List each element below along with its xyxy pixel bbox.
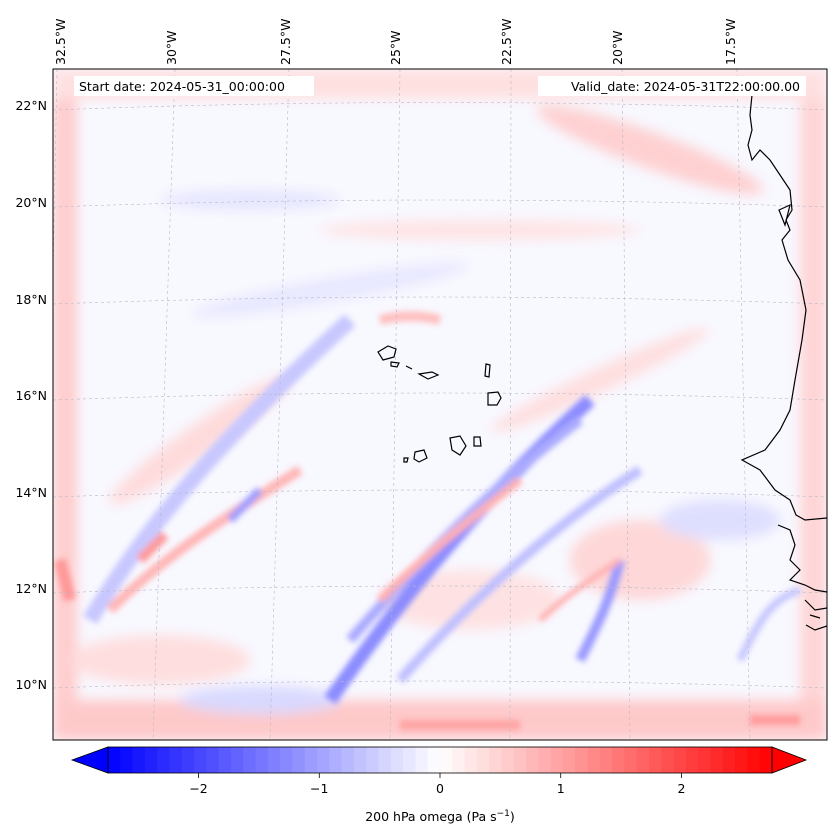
colorbar-cell (562, 747, 576, 773)
colorbar-cell (538, 747, 552, 773)
lat-label-20n: 20°N (15, 195, 47, 210)
lon-label-17-5w: 17.5°W (723, 19, 738, 65)
lat-label-14n: 14°N (15, 485, 47, 500)
colorbar-cell (218, 747, 232, 773)
colorbar-extend-high (771, 746, 808, 774)
colorbar-cell (513, 747, 527, 773)
colorbar-cell (440, 747, 453, 773)
gridlines (53, 69, 827, 740)
lat-label-22n: 22°N (15, 98, 47, 113)
colorbar-cell (403, 747, 417, 773)
colorbar-cell (759, 747, 773, 773)
colorbar-cell (304, 747, 318, 773)
colorbar-cell (255, 747, 269, 773)
colorbar-cell (501, 747, 515, 773)
lon-label-27-5w: 27.5°W (278, 19, 293, 65)
colorbar-cell (427, 747, 441, 773)
colorbar-cell (575, 747, 589, 773)
colorbar-cell (132, 747, 146, 773)
colorbar-cell (144, 747, 158, 773)
colorbar-cell (181, 747, 195, 773)
lat-label-16n: 16°N (15, 388, 47, 403)
colorbar-tick-label: −2 (189, 781, 207, 796)
colorbar-tick-label: 2 (677, 781, 685, 796)
colorbar-cell (378, 747, 392, 773)
colorbar-label: 200 hPa omega (Pa s−1) (365, 809, 515, 824)
colorbar-cell (735, 747, 749, 773)
colorbar-cell (267, 747, 281, 773)
colorbar-cell (341, 747, 355, 773)
lat-label-18n: 18°N (15, 292, 47, 307)
colorbar-cell (661, 747, 675, 773)
latitude-labels: 22°N 20°N 18°N 16°N 14°N 12°N 10°N (15, 98, 47, 692)
colorbar-cell (599, 747, 613, 773)
colorbar-tick-label: 1 (557, 781, 565, 796)
colorbar-cell (329, 747, 343, 773)
colorbar-cell (366, 747, 380, 773)
colorbar-cell (280, 747, 294, 773)
colorbar-tick-label: −1 (310, 781, 328, 796)
colorbar: −2 −1 0 1 2 200 hPa omega (Pa s−1) (70, 746, 808, 824)
colorbar-cell (612, 747, 626, 773)
cape-verde-islands (377, 345, 502, 463)
colorbar-ticks: −2 −1 0 1 2 (189, 773, 685, 796)
colorbar-cell (526, 747, 539, 773)
colorbar-cell (673, 747, 687, 773)
colorbar-cell (685, 747, 699, 773)
longitude-labels: 32.5°W 30°W 27.5°W 25°W 22.5°W 20°W 17.5… (53, 19, 738, 65)
start-date-label: Start date: 2024-05-31_00:00:00 (79, 79, 285, 94)
lat-label-12n: 12°N (15, 581, 47, 596)
colorbar-cell (108, 747, 121, 773)
colorbar-cell (710, 747, 724, 773)
lon-label-25w: 25°W (388, 30, 403, 65)
colorbar-cell (157, 747, 171, 773)
colorbar-cell (353, 747, 367, 773)
colorbar-cell (722, 747, 736, 773)
colorbar-cell (243, 747, 257, 773)
colorbar-cell (415, 747, 429, 773)
colorbar-cell (649, 747, 662, 773)
valid-date-label: Valid_date: 2024-05-31T22:00:00.00 (571, 79, 800, 94)
lon-label-22-5w: 22.5°W (499, 19, 514, 65)
colorbar-cell (587, 747, 601, 773)
colorbar-cell (390, 747, 404, 773)
colorbar-cell (489, 747, 503, 773)
colorbar-cell (317, 747, 330, 773)
lat-label-10n: 10°N (15, 677, 47, 692)
colorbar-cell (698, 747, 712, 773)
colorbar-cell (292, 747, 306, 773)
colorbar-cell (169, 747, 183, 773)
colorbar-cell (120, 747, 134, 773)
colorbar-cell (624, 747, 638, 773)
colorbar-cell (194, 747, 207, 773)
colorbar-cell (476, 747, 490, 773)
colorbar-cell (230, 747, 244, 773)
map-panel: Start date: 2024-05-31_00:00:00 Valid_da… (52, 68, 828, 741)
coastline (740, 94, 827, 631)
colorbar-cell (464, 747, 478, 773)
colorbar-cell (452, 747, 466, 773)
colorbar-cell (206, 747, 220, 773)
lon-label-30w: 30°W (164, 30, 179, 65)
colorbar-cell (550, 747, 564, 773)
omega-field (53, 69, 827, 740)
colorbar-cells (108, 747, 773, 773)
colorbar-tick-label: 0 (436, 781, 444, 796)
colorbar-cell (747, 747, 761, 773)
lon-label-20w: 20°W (610, 30, 625, 65)
colorbar-cell (636, 747, 650, 773)
lon-label-32-5w: 32.5°W (53, 19, 68, 65)
colorbar-extend-low (70, 746, 109, 774)
